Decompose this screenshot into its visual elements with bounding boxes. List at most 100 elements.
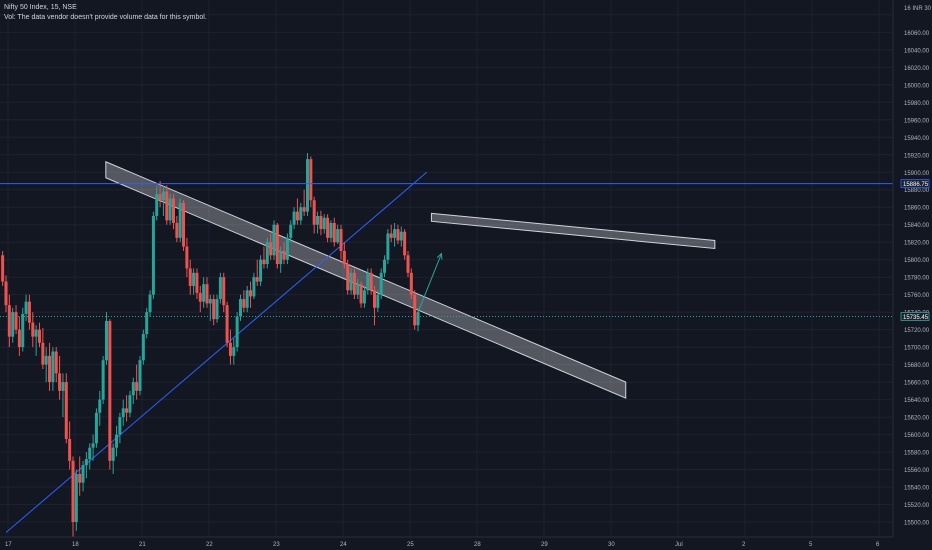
candle (295, 198, 299, 225)
candle (292, 207, 296, 230)
time-axis[interactable]: 17 18 21 22 23 24 25 28 29 30 Jul 2 5 6 (0, 536, 893, 550)
candle-body (312, 200, 316, 225)
candle-body (1, 255, 5, 282)
candle-body (27, 301, 31, 323)
candle-body (389, 233, 393, 238)
candle (312, 196, 316, 234)
level-price-tag[interactable]: 15886.75 (903, 182, 929, 188)
symbol-title[interactable]: Nifty 50 Index, 15, NSE (4, 4, 77, 11)
candle (61, 373, 65, 418)
candle (165, 185, 169, 225)
price-tick-label: 15940.00 (904, 136, 930, 142)
price-axis-background (893, 0, 932, 550)
price-tick-label: 15660.00 (904, 381, 930, 387)
candle-body (185, 246, 189, 269)
candle-body (342, 250, 346, 265)
candle (148, 290, 152, 317)
candle (108, 319, 112, 470)
candle (228, 329, 232, 365)
candle (121, 399, 125, 426)
candle (242, 290, 246, 313)
candle (376, 290, 380, 313)
candle (339, 224, 343, 260)
candle (71, 456, 75, 549)
candle (218, 272, 222, 304)
candle (319, 210, 323, 236)
candle (192, 268, 196, 295)
candle-body (282, 250, 286, 260)
price-tick-label: 15960.00 (904, 118, 930, 124)
candle-body (252, 277, 256, 297)
candle-body (94, 412, 98, 444)
candle (131, 377, 135, 404)
candle (222, 272, 226, 313)
candle (88, 443, 92, 470)
candle-body (386, 233, 390, 260)
candle-body (205, 284, 209, 304)
flag-channel[interactable] (430, 212, 716, 250)
price-tick-label: 15540.00 (904, 486, 930, 492)
price-tick-label: 16020.00 (904, 66, 930, 72)
candle (302, 189, 306, 216)
candle-body (84, 459, 88, 466)
candle (27, 294, 31, 330)
candle (168, 194, 172, 225)
candle (299, 202, 303, 225)
candle-body (71, 460, 75, 523)
currency-label: 16 INR 30 (904, 6, 932, 12)
candle-body (228, 342, 232, 356)
candle-body (202, 284, 206, 302)
candle (403, 229, 407, 260)
candle-body (292, 211, 296, 225)
candle (383, 255, 387, 278)
falling-channel[interactable] (105, 161, 627, 399)
time-tick-label: 6 (876, 542, 880, 548)
candle-body (409, 272, 413, 295)
candle (275, 222, 279, 269)
price-axis[interactable]: 16 INR 30 16060.00 16040.00 16020.00 16000.0… (892, 0, 932, 550)
candle (171, 194, 175, 230)
candle-body (215, 299, 219, 320)
candle-body (158, 194, 162, 201)
candle (118, 412, 122, 444)
candle-body (121, 408, 125, 418)
candle (393, 222, 397, 247)
projection-arrow[interactable] (417, 253, 442, 313)
candle-body (352, 272, 356, 295)
candle-body (161, 191, 165, 201)
candle-body (171, 198, 175, 223)
price-tick-label: 15640.00 (904, 398, 930, 404)
candle (232, 338, 236, 365)
candle (269, 233, 273, 260)
candle (198, 285, 202, 313)
candle-body (81, 465, 85, 483)
price-tick-label: 15780.00 (904, 276, 930, 282)
time-tick-label: 21 (139, 542, 146, 548)
candle (58, 355, 62, 400)
candle-body (44, 355, 48, 365)
candle-body (302, 207, 306, 212)
candle-body (272, 224, 276, 256)
candle (101, 355, 105, 404)
candle (372, 285, 376, 326)
candle-body (393, 229, 397, 238)
candle-body (242, 299, 246, 308)
last-price-tag[interactable]: 15735.45 (903, 315, 929, 321)
candle (289, 220, 293, 243)
candle (31, 312, 35, 348)
horizontal-price-line[interactable] (0, 183, 893, 318)
candle-body (329, 222, 333, 238)
candle (245, 285, 249, 313)
candle (262, 246, 266, 269)
candle (44, 347, 48, 383)
price-tick-label: 15580.00 (904, 451, 930, 457)
candle (336, 224, 340, 244)
candle (64, 373, 68, 444)
candle-body (128, 395, 132, 413)
time-tick-label: 2 (742, 542, 746, 548)
candle-body (222, 277, 226, 306)
candle (37, 322, 41, 348)
candle (235, 312, 239, 352)
